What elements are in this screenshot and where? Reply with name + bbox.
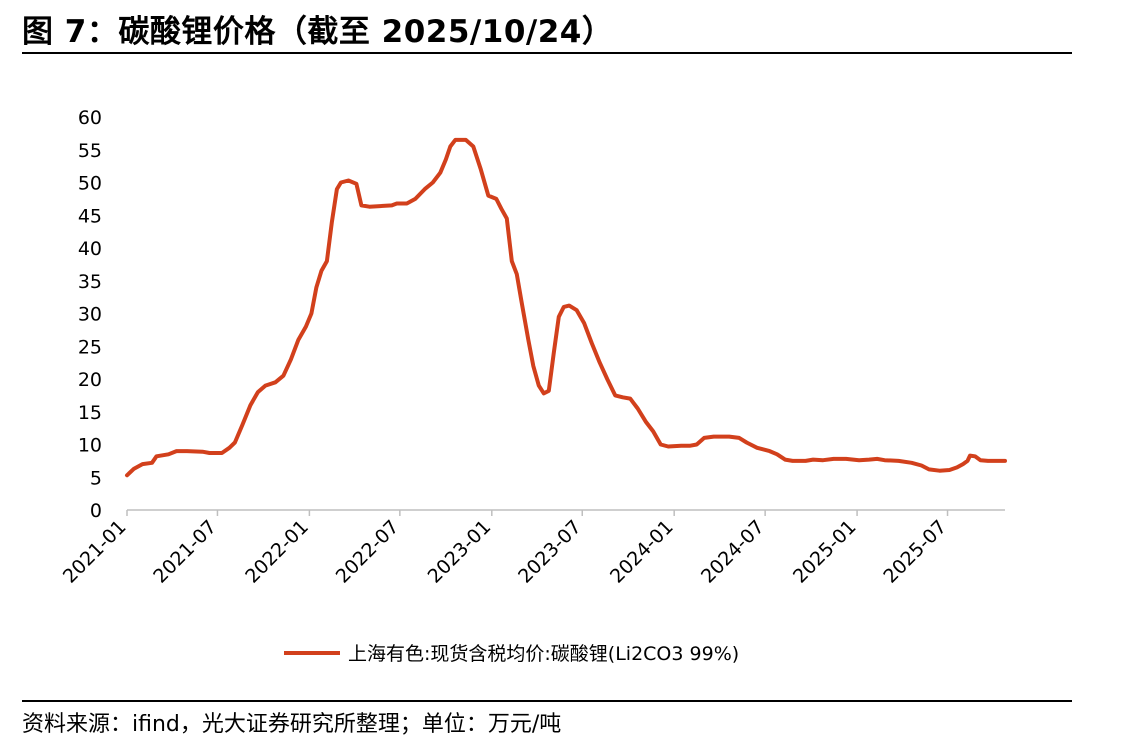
source-divider (22, 700, 1072, 702)
x-tick-label: 2022-07 (332, 516, 404, 588)
x-tick-label: 2024-07 (697, 516, 769, 588)
y-tick-label: 10 (78, 435, 102, 457)
x-tick-label: 2025-07 (879, 516, 951, 588)
y-tick-label: 40 (78, 238, 102, 260)
y-tick-label: 15 (78, 402, 102, 424)
y-tick-label: 45 (78, 205, 102, 227)
y-tick-label: 20 (78, 369, 102, 391)
y-tick-label: 0 (90, 500, 102, 522)
x-axis: 2021-01 2021-07 2022-01 2022-07 2023-01 2023-… (59, 510, 1005, 588)
y-tick-label: 25 (78, 336, 102, 358)
title-divider (22, 52, 1072, 54)
series-line (127, 140, 1005, 475)
source-note: 资料来源：ifind，光大证券研究所整理；单位：万元/吨 (22, 706, 561, 738)
y-tick-label: 5 (90, 467, 102, 489)
y-tick-label: 55 (78, 140, 102, 162)
legend: 上海有色:现货含税均价:碳酸锂(Li2CO3 99%) (284, 643, 739, 665)
y-tick-label: 30 (78, 304, 102, 326)
y-tick-label: 50 (78, 173, 102, 195)
x-tick-label: 2024-01 (606, 516, 678, 588)
x-tick-label: 2021-07 (149, 516, 221, 588)
legend-label: 上海有色:现货含税均价:碳酸锂(Li2CO3 99%) (348, 643, 739, 665)
x-tick-label: 2021-01 (59, 516, 131, 588)
y-axis: 0 5 10 15 20 25 30 35 40 45 50 55 60 (78, 107, 102, 522)
x-tick-label: 2023-07 (514, 516, 586, 588)
figure-title: 图 7：碳酸锂价格（截至 2025/10/24） (22, 6, 613, 51)
x-tick-label: 2022-01 (241, 516, 313, 588)
series-layer (127, 140, 1005, 475)
x-tick-label: 2023-01 (424, 516, 496, 588)
y-tick-label: 35 (78, 271, 102, 293)
y-tick-label: 60 (78, 107, 102, 129)
x-tick-label: 2025-01 (789, 516, 861, 588)
